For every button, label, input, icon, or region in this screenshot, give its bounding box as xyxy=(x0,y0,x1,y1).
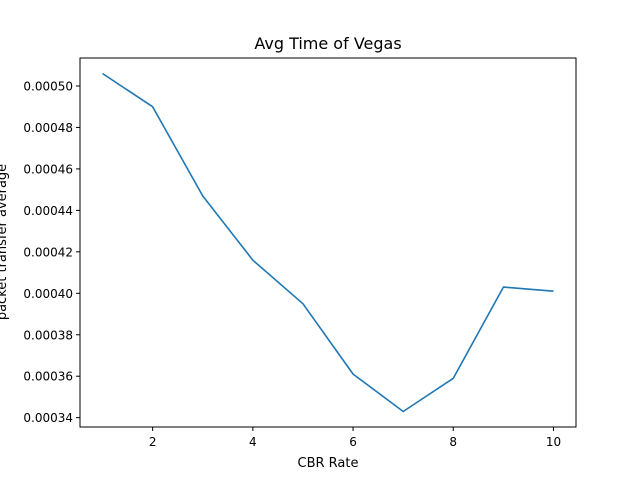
y-tick-label: 0.00034 xyxy=(23,411,73,425)
x-tick-label: 8 xyxy=(449,435,457,449)
plot-area xyxy=(79,57,577,428)
y-tick-label: 0.00046 xyxy=(23,162,73,176)
series-layer xyxy=(102,72,554,413)
y-axis: 0.00034 0.00036 0.00038 0.00040 0.00042 0.000… xyxy=(23,79,80,425)
chart-title: Avg Time of Vegas xyxy=(254,34,401,53)
x-tick-label: 2 xyxy=(149,435,157,449)
x-axis-label: CBR Rate xyxy=(298,456,359,471)
series-line xyxy=(102,72,554,413)
y-tick-label: 0.00048 xyxy=(23,121,73,135)
y-tick-label: 0.00038 xyxy=(23,328,73,342)
x-tick-label: 6 xyxy=(349,435,357,449)
y-tick-label: 0.00050 xyxy=(23,79,73,93)
x-tick-label: 10 xyxy=(546,435,561,449)
y-tick-label: 0.00036 xyxy=(23,370,73,384)
y-axis-label: packet transfer average xyxy=(0,164,10,320)
y-tick-label: 0.00042 xyxy=(23,245,73,259)
x-tick-label: 4 xyxy=(249,435,257,449)
x-axis: 2 4 6 8 10 xyxy=(149,427,561,449)
y-tick-label: 0.00040 xyxy=(23,287,73,301)
plot-frame xyxy=(79,57,577,428)
y-tick-label: 0.00044 xyxy=(23,204,73,218)
